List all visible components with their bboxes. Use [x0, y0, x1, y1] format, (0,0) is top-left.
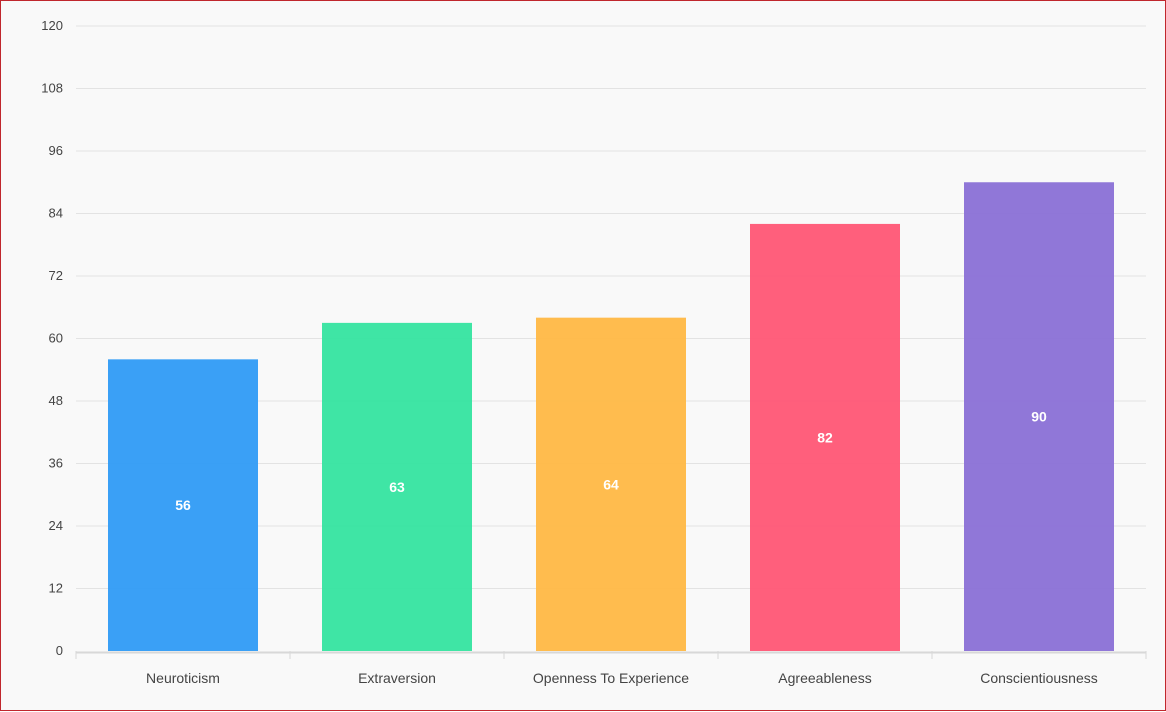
- y-axis-ticks: 0 12 24 36 48 60 72 84 96 108 120: [41, 18, 63, 658]
- bar[interactable]: [108, 359, 258, 651]
- bar-value-label: 56: [175, 497, 191, 513]
- bars: [108, 182, 1114, 651]
- bar-value-label: 64: [603, 476, 619, 492]
- data-labels: 56 63 64 82 90: [175, 409, 1047, 514]
- y-tick-label: 60: [49, 331, 63, 346]
- y-tick-label: 12: [49, 581, 63, 596]
- bar-value-label: 63: [389, 479, 405, 495]
- y-tick-label: 120: [41, 18, 63, 33]
- bar[interactable]: [322, 322, 472, 651]
- bar-value-label: 90: [1031, 409, 1047, 425]
- bar[interactable]: [536, 317, 686, 651]
- bar-value-label: 82: [817, 429, 833, 445]
- x-category-label: Extraversion: [358, 670, 436, 686]
- y-tick-label: 24: [49, 518, 63, 533]
- x-category-label: Neuroticism: [146, 670, 220, 686]
- x-axis: Neuroticism Extraversion Openness To Exper…: [75, 651, 1147, 686]
- y-tick-label: 108: [41, 81, 63, 96]
- x-category-label: Agreeableness: [778, 670, 871, 686]
- y-tick-label: 0: [56, 643, 63, 658]
- bar[interactable]: [964, 182, 1114, 651]
- y-tick-label: 96: [49, 143, 63, 158]
- y-tick-label: 48: [49, 393, 63, 408]
- y-tick-label: 36: [49, 456, 63, 471]
- y-tick-label: 84: [49, 206, 63, 221]
- y-tick-label: 72: [49, 268, 63, 283]
- x-category-label: Openness To Experience: [533, 670, 689, 686]
- x-category-label: Conscientiousness: [980, 670, 1098, 686]
- bar[interactable]: [750, 223, 900, 651]
